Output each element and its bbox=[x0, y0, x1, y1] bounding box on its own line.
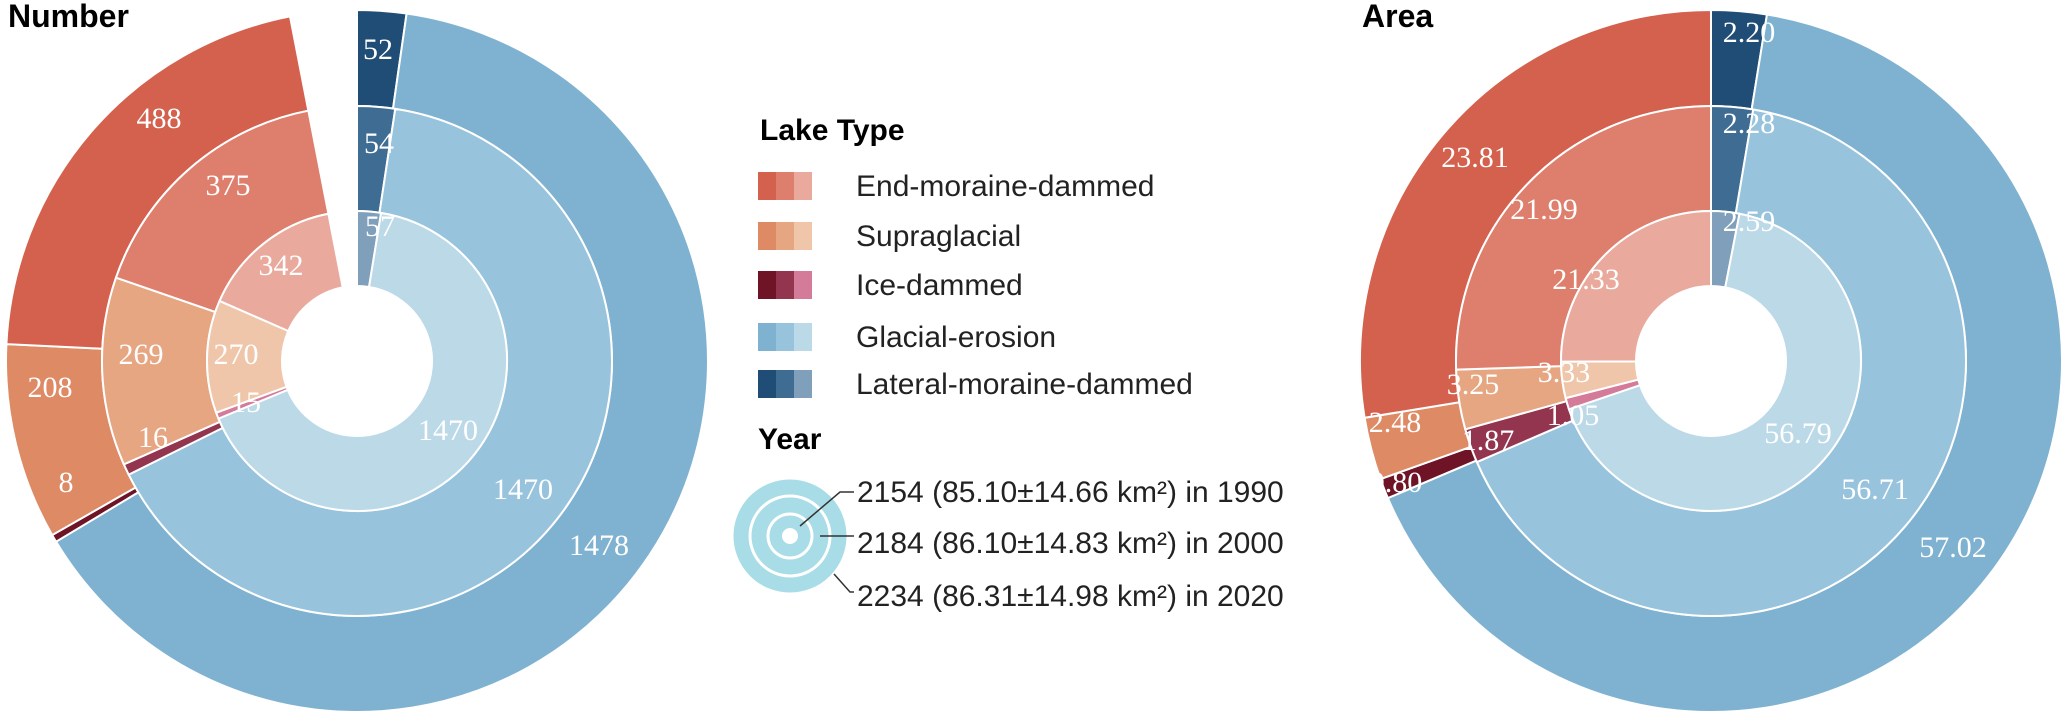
area-2000-supra-label: 3.25 bbox=[1447, 368, 1500, 401]
glacial-erosion-legend-label: Glacial-erosion bbox=[856, 321, 1056, 354]
number-2020-end-label: 488 bbox=[137, 102, 182, 135]
area-2000-ice-label: 1.87 bbox=[1462, 424, 1515, 457]
end-moraine-dammed-legend-label: End-moraine-dammed bbox=[856, 170, 1154, 203]
area-1990-end-slice bbox=[1559, 209, 1712, 363]
year-leader-line-3 bbox=[833, 573, 854, 593]
area-1990-supra-label: 3.33 bbox=[1538, 356, 1591, 389]
lake-type-legend-items: End-moraine-dammed Supraglacial Ice-dammed… bbox=[758, 170, 1193, 401]
area-2000-end-label: 21.99 bbox=[1510, 193, 1578, 226]
area-1990-glacial-slice bbox=[1567, 212, 1862, 512]
number-2000-lateral-label: 54 bbox=[364, 127, 394, 160]
end-moraine-dammed-swatch-3 bbox=[794, 172, 812, 200]
area-outer-rim bbox=[1359, 9, 2063, 713]
number-panel: Number 52 1478 8 208 488 54 1470 16 269 375 57 1470… bbox=[5, 0, 709, 713]
lateral-moraine-dammed-legend-label: Lateral-moraine-dammed bbox=[856, 368, 1193, 401]
number-panel-title: Number bbox=[8, 0, 129, 34]
number-2000-ice-label: 16 bbox=[138, 421, 168, 454]
glacial-erosion-swatch-3 bbox=[794, 323, 812, 351]
number-2000-glacial-label: 1470 bbox=[493, 473, 553, 506]
number-2020-ice-label: 8 bbox=[59, 466, 74, 499]
number-1990-lateral-label: 57 bbox=[365, 210, 395, 243]
end-moraine-dammed-swatch-1 bbox=[758, 172, 776, 200]
area-2020-lateral-label: 2.20 bbox=[1723, 16, 1776, 49]
number-2020-supra-label: 208 bbox=[28, 371, 73, 404]
area-2020-supra-label: 2.48 bbox=[1369, 406, 1422, 439]
area-1990-end-label: 21.33 bbox=[1552, 263, 1620, 296]
number-1990-supra-label: 270 bbox=[214, 338, 259, 371]
area-2000-lateral-label: 2.28 bbox=[1723, 107, 1776, 140]
year-1990-label: 2154 (85.10±14.66 km²) in 1990 bbox=[857, 476, 1284, 509]
year-legend-title: Year bbox=[758, 423, 822, 456]
supraglacial-swatch-3 bbox=[794, 222, 812, 250]
supraglacial-swatch-2 bbox=[776, 222, 794, 250]
ice-dammed-legend-label: Ice-dammed bbox=[856, 269, 1023, 302]
number-1990-end-slice bbox=[218, 212, 344, 333]
area-2020-glacial-label: 57.02 bbox=[1919, 531, 1987, 564]
number-1990-end-label: 342 bbox=[259, 249, 304, 282]
area-1990-glacial-label: 56.79 bbox=[1764, 417, 1832, 450]
ice-dammed-swatch-2 bbox=[776, 271, 794, 299]
supraglacial-swatch-1 bbox=[758, 222, 776, 250]
year-leader-line-1 bbox=[799, 491, 854, 527]
area-donut: 2.20 57.02 0.80 2.48 23.81 2.28 56.71 1.87 3.25 2… bbox=[1359, 8, 2064, 713]
area-1990-lateral-label: 2.59 bbox=[1723, 205, 1776, 238]
supraglacial-legend-label: Supraglacial bbox=[856, 220, 1021, 253]
lateral-moraine-dammed-swatch-1 bbox=[758, 370, 776, 398]
lateral-moraine-dammed-swatch-3 bbox=[794, 370, 812, 398]
number-outer-rim bbox=[5, 9, 709, 713]
number-donut: 52 1478 8 208 488 54 1470 16 269 375 57 1470 15 270 34… bbox=[5, 8, 709, 713]
area-1990-ice-label: 1.05 bbox=[1547, 399, 1600, 432]
legend: Lake Type End-moraine-dammed Supraglacial… bbox=[730, 114, 1284, 613]
glacial-erosion-swatch-2 bbox=[776, 323, 794, 351]
year-2000-label: 2184 (86.10±14.83 km²) in 2000 bbox=[857, 527, 1284, 560]
number-2020-glacial-label: 1478 bbox=[569, 529, 629, 562]
glacial-erosion-swatch-1 bbox=[758, 323, 776, 351]
area-panel: Area 2.20 57.02 0.80 2.48 23.81 2.28 56.71 1.87… bbox=[1359, 0, 2064, 713]
number-2000-end-label: 375 bbox=[206, 169, 251, 202]
number-2020-lateral-label: 52 bbox=[363, 33, 393, 66]
number-2000-supra-label: 269 bbox=[119, 338, 164, 371]
year-2020-label: 2234 (86.31±14.98 km²) in 2020 bbox=[857, 580, 1284, 613]
lake-type-legend-title: Lake Type bbox=[760, 114, 905, 147]
area-panel-title: Area bbox=[1362, 0, 1433, 34]
number-1990-glacial-label: 1470 bbox=[418, 414, 478, 447]
year-icon-center bbox=[782, 528, 798, 544]
area-2020-end-label: 23.81 bbox=[1441, 141, 1509, 174]
area-2000-glacial-label: 56.71 bbox=[1841, 473, 1909, 506]
number-1990-ice-label: 15 bbox=[231, 386, 261, 419]
number-1990-glacial-slice bbox=[217, 211, 508, 512]
area-2020-ice-label: 0.80 bbox=[1370, 466, 1423, 499]
end-moraine-dammed-swatch-2 bbox=[776, 172, 794, 200]
concentric-rings-icon bbox=[730, 476, 854, 596]
lateral-moraine-dammed-swatch-2 bbox=[776, 370, 794, 398]
ice-dammed-swatch-1 bbox=[758, 271, 776, 299]
ice-dammed-swatch-3 bbox=[794, 271, 812, 299]
